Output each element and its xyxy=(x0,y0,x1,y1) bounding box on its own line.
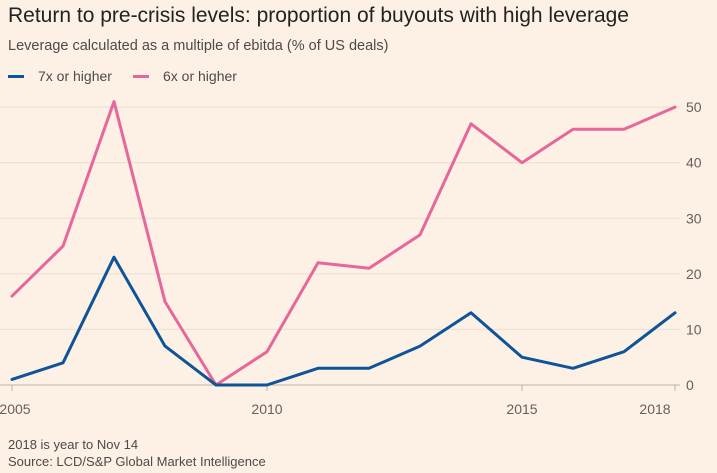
y-tick-label-50: 50 xyxy=(686,99,702,115)
legend-swatch-7x xyxy=(8,74,24,78)
y-tick-label-20: 20 xyxy=(686,266,702,282)
series xyxy=(10,100,677,387)
legend-swatch-6x xyxy=(133,74,149,78)
x-tick-label-2018: 2018 xyxy=(639,401,670,417)
y-tick-label-10: 10 xyxy=(686,321,702,337)
legend-label-6x: 6x or higher xyxy=(163,68,237,84)
y-tick-label-40: 40 xyxy=(686,155,702,171)
y-tick-label-0: 0 xyxy=(686,377,694,393)
series-line-6x-or-higher xyxy=(10,100,677,387)
x-tick-label-2005: 2005 xyxy=(0,401,31,417)
footnote: 2018 is year to Nov 14 xyxy=(8,437,139,452)
legend-item-6x: 6x or higher xyxy=(133,68,237,84)
legend-item-7x: 7x or higher xyxy=(8,68,112,84)
y-tick-label-30: 30 xyxy=(686,210,702,226)
series-line-7x-or-higher xyxy=(10,255,677,387)
x-tick-label-2010: 2010 xyxy=(251,401,282,417)
chart-subtitle: Leverage calculated as a multiple of ebi… xyxy=(8,38,389,54)
gridlines xyxy=(0,106,680,330)
x-tick-label-2015: 2015 xyxy=(506,401,537,417)
chart-title: Return to pre-crisis levels: proportion … xyxy=(8,4,629,27)
legend-label-7x: 7x or higher xyxy=(38,68,112,84)
source-note: Source: LCD/S&P Global Market Intelligen… xyxy=(8,454,266,469)
axes: 0 10 20 30 40 50 2005 2010 2015 2018 xyxy=(0,99,702,417)
